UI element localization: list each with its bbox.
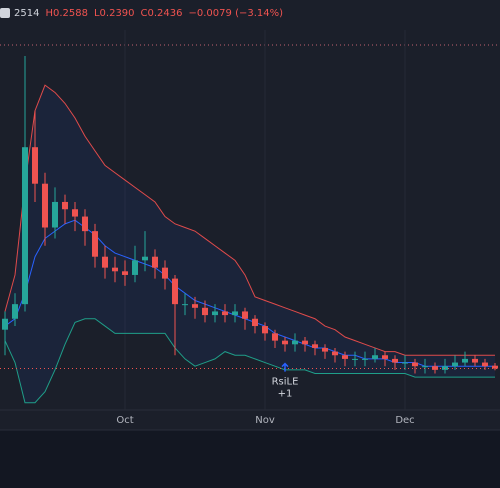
candle-body [2, 318, 8, 330]
candle-body [422, 366, 428, 368]
candle-body [412, 362, 418, 367]
candle-body [432, 366, 438, 370]
chart-background [0, 0, 500, 430]
candle-body [132, 260, 138, 275]
ohlc-label: 2514 [14, 8, 39, 19]
candle-body [22, 147, 28, 305]
candle-body [282, 340, 288, 345]
candle-body [232, 311, 238, 316]
candle-body [492, 365, 498, 369]
candle-body [32, 147, 38, 184]
candle-body [212, 311, 218, 316]
candle-body [372, 355, 378, 359]
candle-body [322, 347, 328, 352]
candle-body [242, 311, 248, 319]
annotation-label: RsiLE [272, 377, 299, 388]
ohlc-label: −0.0079 (−3.14%) [189, 8, 284, 19]
candle-body [112, 267, 118, 272]
candle-body [142, 256, 148, 261]
ohlc-label: L0.2390 [94, 8, 135, 19]
candle-body [452, 362, 458, 367]
candle-body [272, 333, 278, 341]
symbol-icon [0, 8, 10, 18]
candle-body [402, 362, 408, 364]
x-tick-label: Oct [116, 415, 133, 426]
ohlc-label: H0.2588 [45, 8, 88, 19]
candle-body [352, 358, 358, 360]
bottom-panel [0, 430, 500, 488]
annotation-arrow [281, 362, 289, 372]
band-line [4, 84, 495, 356]
candle-body [62, 201, 68, 210]
candle-body [222, 311, 228, 316]
candle-body [442, 366, 448, 370]
candle-body [262, 326, 268, 334]
candle-body [122, 271, 128, 275]
candle-body [332, 351, 338, 356]
candle-body [202, 307, 208, 316]
candle-body [102, 256, 108, 268]
band-line [4, 318, 495, 404]
candle-body [192, 304, 198, 308]
candle-body [252, 318, 258, 327]
candle-body [382, 355, 388, 359]
candle-body [82, 216, 88, 232]
candle-body [172, 278, 178, 305]
candle-body [152, 256, 158, 268]
x-tick-label: Nov [255, 415, 275, 426]
candle-body [52, 201, 58, 228]
candle-body [72, 209, 78, 217]
candle-body [362, 358, 368, 360]
candle-body [342, 355, 348, 359]
candle-body [462, 358, 468, 363]
candle-body [482, 362, 488, 367]
candle-body [302, 340, 308, 345]
candle-body [92, 231, 98, 257]
x-tick-label: Dec [395, 415, 414, 426]
candle-body [472, 358, 478, 363]
band-fill [5, 85, 495, 403]
candle-body [392, 358, 398, 363]
candle-body [42, 183, 48, 228]
candle-body [12, 304, 18, 319]
candle-body [162, 267, 168, 279]
ohlc-label: C0.2436 [141, 8, 183, 19]
candle-body [292, 340, 298, 345]
candle-body [312, 344, 318, 348]
candle-body [182, 304, 188, 306]
annotation-sub: +1 [278, 389, 293, 400]
